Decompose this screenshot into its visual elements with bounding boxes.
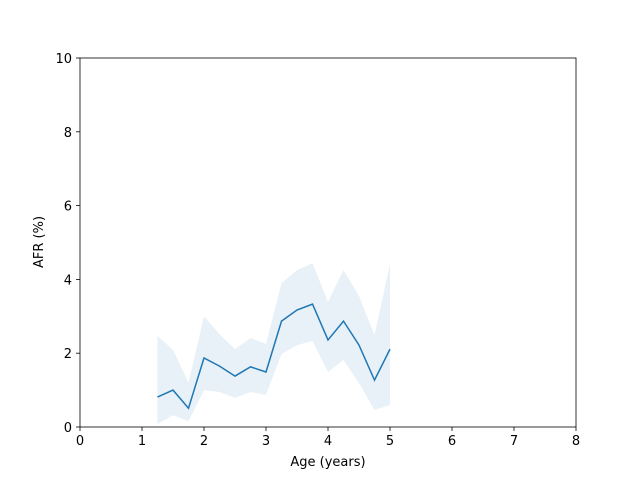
y-tick-label: 8 <box>64 126 72 141</box>
x-tick-label: 6 <box>448 434 456 449</box>
x-tick-label: 3 <box>262 434 270 449</box>
x-axis-label: Age (years) <box>290 455 365 470</box>
y-axis-label: AFR (%) <box>32 216 47 268</box>
x-tick-label: 7 <box>510 434 518 449</box>
line <box>157 303 391 410</box>
plot-frame <box>79 57 577 428</box>
x-tick-label: 1 <box>138 434 146 449</box>
y-tick-label: 2 <box>64 347 72 362</box>
confidence-band <box>157 263 390 425</box>
y-tick-label: 4 <box>64 273 72 288</box>
y-tick-label: 10 <box>55 52 72 67</box>
x-tick-label: 5 <box>386 434 394 449</box>
x-tick-label: 0 <box>76 434 84 449</box>
y-tick-label: 6 <box>64 200 72 215</box>
x-tick-label: 2 <box>200 434 208 449</box>
x-tick-label: 8 <box>572 434 580 449</box>
x-tick-label: 4 <box>324 434 332 449</box>
y-tick-label: 0 <box>64 421 72 436</box>
